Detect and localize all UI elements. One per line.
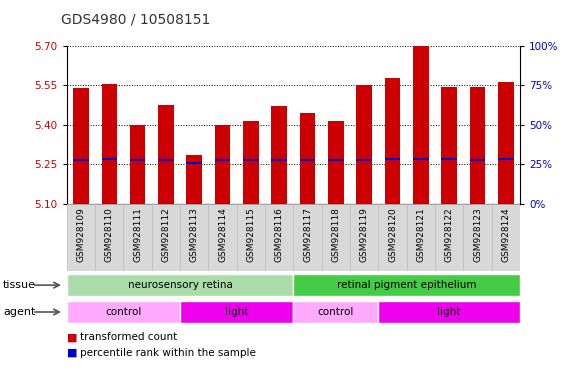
Bar xyxy=(350,204,378,271)
Bar xyxy=(469,87,485,204)
Bar xyxy=(322,204,350,271)
Bar xyxy=(385,78,400,204)
Bar xyxy=(385,158,400,160)
Bar xyxy=(271,106,287,204)
Bar xyxy=(435,204,464,271)
Bar xyxy=(328,159,344,161)
Bar xyxy=(469,159,485,161)
Text: GSM928123: GSM928123 xyxy=(473,207,482,262)
Bar xyxy=(73,88,89,204)
Text: GSM928124: GSM928124 xyxy=(501,207,510,262)
Bar xyxy=(130,159,145,161)
Text: transformed count: transformed count xyxy=(80,332,177,342)
Bar xyxy=(265,204,293,271)
Text: control: control xyxy=(105,307,142,317)
Bar xyxy=(243,159,259,161)
Text: retinal pigment epithelium: retinal pigment epithelium xyxy=(337,280,476,290)
Text: percentile rank within the sample: percentile rank within the sample xyxy=(80,348,256,358)
Bar xyxy=(67,301,180,323)
Bar xyxy=(271,159,287,161)
Bar xyxy=(464,204,492,271)
Bar xyxy=(407,204,435,271)
Text: GSM928122: GSM928122 xyxy=(444,207,454,262)
Text: GSM928114: GSM928114 xyxy=(218,207,227,262)
Bar xyxy=(158,105,174,204)
Text: GSM928111: GSM928111 xyxy=(133,207,142,262)
Text: GSM928113: GSM928113 xyxy=(190,207,199,262)
Bar xyxy=(102,158,117,160)
Bar xyxy=(237,204,265,271)
Bar xyxy=(300,113,315,204)
Bar xyxy=(498,158,514,160)
Text: light: light xyxy=(225,307,249,317)
Bar xyxy=(209,204,237,271)
Bar xyxy=(356,159,372,161)
Text: GSM928112: GSM928112 xyxy=(162,207,170,262)
Bar xyxy=(498,81,514,204)
Bar xyxy=(293,274,520,296)
Bar xyxy=(293,301,378,323)
Text: neurosensory retina: neurosensory retina xyxy=(128,280,232,290)
Bar xyxy=(123,204,152,271)
Bar xyxy=(215,159,231,161)
Bar xyxy=(378,204,407,271)
Bar xyxy=(442,87,457,204)
Bar xyxy=(413,46,429,204)
Text: GSM928116: GSM928116 xyxy=(275,207,284,262)
Bar xyxy=(187,155,202,204)
Text: GSM928121: GSM928121 xyxy=(417,207,425,262)
Text: GSM928119: GSM928119 xyxy=(360,207,369,262)
Text: ■: ■ xyxy=(67,332,77,342)
Bar xyxy=(378,301,520,323)
Text: GSM928117: GSM928117 xyxy=(303,207,312,262)
Bar xyxy=(328,121,344,204)
Text: GSM928110: GSM928110 xyxy=(105,207,114,262)
Bar xyxy=(73,159,89,161)
Bar xyxy=(356,86,372,204)
Bar xyxy=(442,158,457,160)
Text: GSM928115: GSM928115 xyxy=(246,207,256,262)
Text: light: light xyxy=(437,307,461,317)
Bar xyxy=(413,158,429,160)
Bar xyxy=(158,159,174,161)
Bar xyxy=(152,204,180,271)
Bar xyxy=(180,204,209,271)
Bar xyxy=(492,204,520,271)
Bar xyxy=(180,301,293,323)
Text: GSM928120: GSM928120 xyxy=(388,207,397,262)
Bar xyxy=(187,162,202,164)
Bar xyxy=(67,274,293,296)
Bar xyxy=(102,84,117,204)
Text: GSM928109: GSM928109 xyxy=(77,207,85,262)
Text: GSM928118: GSM928118 xyxy=(331,207,340,262)
Bar xyxy=(95,204,123,271)
Bar xyxy=(67,204,95,271)
Text: control: control xyxy=(318,307,354,317)
Bar xyxy=(130,125,145,204)
Bar xyxy=(300,159,315,161)
Bar xyxy=(293,204,322,271)
Bar xyxy=(215,125,231,204)
Text: GDS4980 / 10508151: GDS4980 / 10508151 xyxy=(61,13,210,27)
Text: ■: ■ xyxy=(67,348,77,358)
Bar xyxy=(243,121,259,204)
Text: tissue: tissue xyxy=(3,280,36,290)
Text: agent: agent xyxy=(3,307,35,317)
